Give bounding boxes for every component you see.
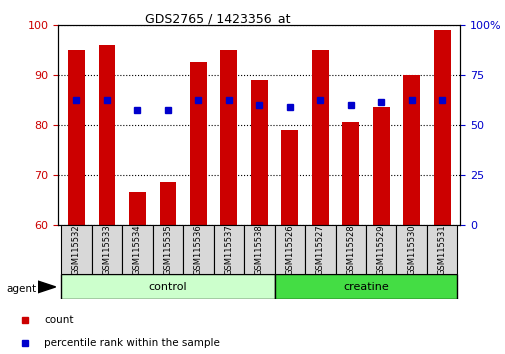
Text: creatine: creatine (342, 282, 388, 292)
Text: GSM115538: GSM115538 (255, 224, 263, 275)
Bar (342, 122, 359, 225)
Text: GSM115534: GSM115534 (133, 224, 141, 275)
Bar (311, 50, 328, 225)
Bar (372, 107, 389, 225)
Bar (213, 225, 243, 274)
Text: control: control (148, 282, 187, 292)
Bar (61, 225, 91, 274)
Bar (91, 225, 122, 274)
Bar (61, 274, 274, 299)
Text: GSM115527: GSM115527 (315, 224, 324, 275)
Bar (305, 225, 335, 274)
Bar (426, 225, 457, 274)
Text: GSM115537: GSM115537 (224, 224, 233, 275)
Bar (153, 225, 183, 274)
Text: count: count (44, 315, 74, 325)
Bar (189, 62, 207, 225)
Bar (433, 30, 449, 225)
Bar (365, 225, 396, 274)
Text: GSM115533: GSM115533 (102, 224, 111, 275)
Text: GSM115535: GSM115535 (163, 224, 172, 275)
Bar (220, 50, 237, 225)
Text: GSM115526: GSM115526 (285, 224, 294, 275)
Bar (281, 130, 297, 225)
Bar (243, 225, 274, 274)
Text: GSM115529: GSM115529 (376, 224, 385, 275)
Text: GSM115530: GSM115530 (407, 224, 416, 275)
Bar (335, 225, 365, 274)
Bar (183, 225, 213, 274)
Bar (402, 75, 419, 225)
Text: GDS2765 / 1423356_at: GDS2765 / 1423356_at (144, 12, 290, 25)
Bar (396, 225, 426, 274)
Bar (159, 182, 176, 225)
Text: percentile rank within the sample: percentile rank within the sample (44, 338, 220, 348)
Polygon shape (38, 281, 56, 293)
Text: GSM115531: GSM115531 (437, 224, 446, 275)
Text: GSM115532: GSM115532 (72, 224, 81, 275)
Text: GSM115528: GSM115528 (345, 224, 355, 275)
Bar (274, 274, 457, 299)
Bar (250, 80, 267, 225)
Bar (68, 50, 85, 225)
Text: agent: agent (6, 284, 36, 293)
Bar (122, 225, 153, 274)
Text: GSM115536: GSM115536 (193, 224, 203, 275)
Bar (129, 192, 145, 225)
Bar (274, 225, 305, 274)
Bar (98, 45, 115, 225)
